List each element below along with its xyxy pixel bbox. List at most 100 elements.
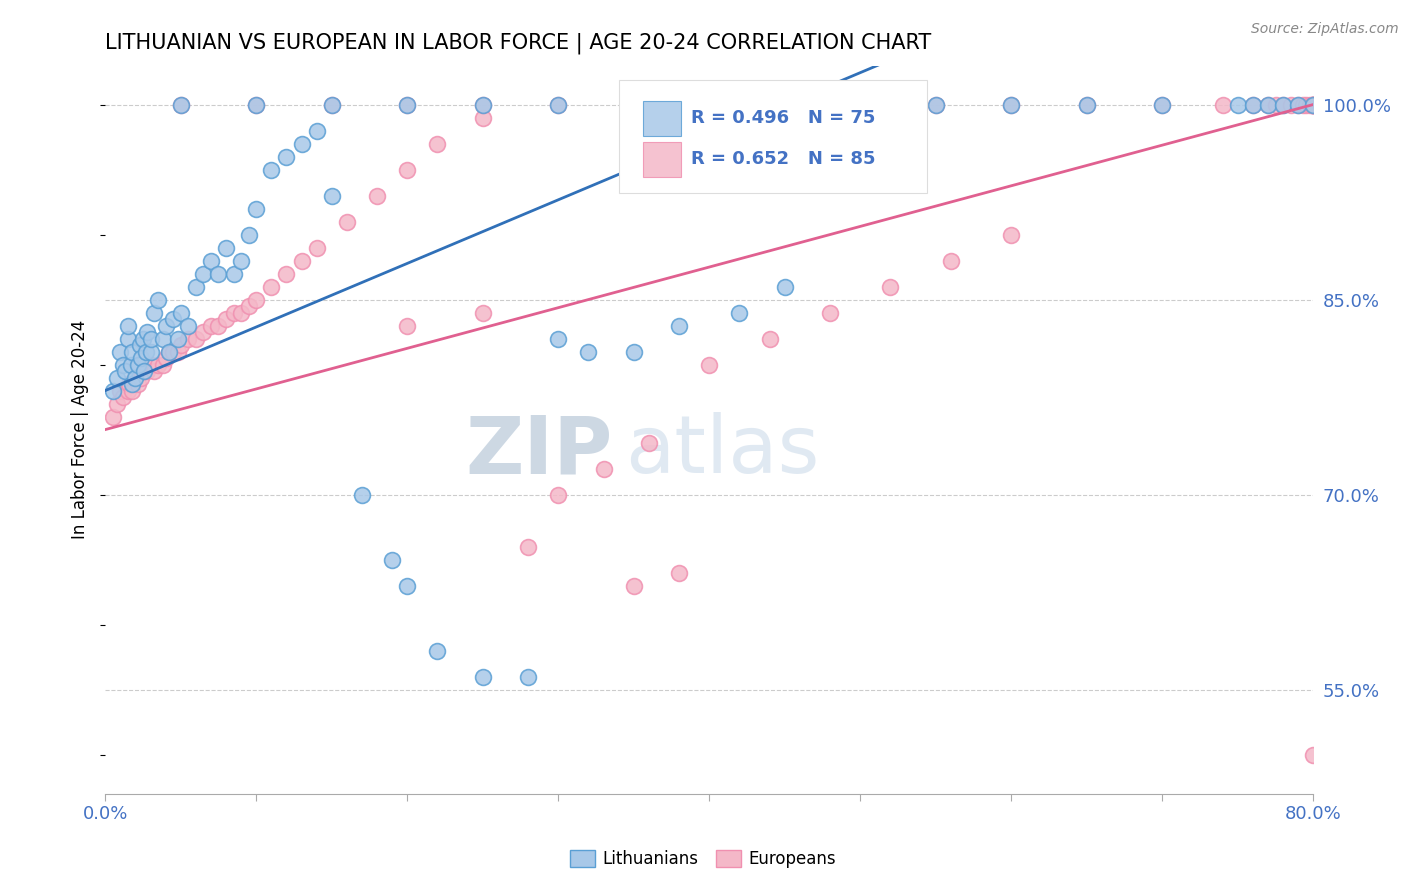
Point <box>229 253 252 268</box>
Point <box>426 643 449 657</box>
Point <box>1302 97 1324 112</box>
Point <box>879 279 901 293</box>
Point <box>139 358 162 372</box>
Point <box>177 318 200 333</box>
Point <box>134 364 156 378</box>
Point <box>215 241 238 255</box>
Point <box>517 540 540 554</box>
Point <box>222 305 245 319</box>
Point <box>396 318 419 333</box>
Point <box>260 162 283 177</box>
Point <box>162 312 184 326</box>
Point <box>396 162 419 177</box>
Point <box>1286 97 1309 112</box>
Point <box>157 344 180 359</box>
Point <box>623 97 645 112</box>
Point <box>366 188 388 202</box>
Point <box>207 318 229 333</box>
Point <box>547 97 569 112</box>
Point <box>124 370 146 384</box>
Point <box>135 344 157 359</box>
Point <box>1212 97 1234 112</box>
Point <box>120 358 142 372</box>
Point <box>101 409 124 424</box>
Point <box>215 312 238 326</box>
Text: Source: ZipAtlas.com: Source: ZipAtlas.com <box>1251 22 1399 37</box>
Point <box>1286 97 1309 112</box>
Point <box>139 332 162 346</box>
Point <box>773 279 796 293</box>
Point <box>260 279 283 293</box>
Point <box>184 332 207 346</box>
Point <box>623 579 645 593</box>
Point <box>1279 97 1302 112</box>
Point <box>321 97 343 112</box>
Point <box>471 305 494 319</box>
Point <box>114 364 136 378</box>
Point <box>321 188 343 202</box>
Point <box>471 97 494 112</box>
Point <box>1302 747 1324 762</box>
Point <box>1076 97 1098 112</box>
Legend: Lithuanians, Europeans: Lithuanians, Europeans <box>562 843 844 875</box>
Y-axis label: In Labor Force | Age 20-24: In Labor Force | Age 20-24 <box>72 320 89 540</box>
Point <box>517 670 540 684</box>
Text: atlas: atlas <box>624 412 820 491</box>
Point <box>321 97 343 112</box>
FancyBboxPatch shape <box>643 142 682 177</box>
Point <box>925 97 948 112</box>
Point <box>1000 97 1022 112</box>
Point <box>925 97 948 112</box>
Point <box>1302 97 1324 112</box>
Point <box>134 364 156 378</box>
Point <box>162 344 184 359</box>
Point <box>1302 97 1324 112</box>
Point <box>131 370 153 384</box>
Point <box>112 390 135 404</box>
Point <box>166 332 188 346</box>
Point <box>155 351 177 365</box>
Point <box>117 318 139 333</box>
Point <box>697 97 720 112</box>
Point <box>668 318 690 333</box>
Point <box>157 344 180 359</box>
Point <box>229 305 252 319</box>
Point <box>127 377 149 392</box>
FancyBboxPatch shape <box>619 80 927 193</box>
Point <box>547 332 569 346</box>
Point <box>146 293 169 307</box>
Point <box>350 487 373 501</box>
Point <box>1302 97 1324 112</box>
Point <box>166 344 188 359</box>
Point <box>117 384 139 398</box>
Point <box>396 579 419 593</box>
Point <box>276 267 298 281</box>
Point <box>290 136 312 151</box>
Point <box>728 305 751 319</box>
Point <box>1272 97 1295 112</box>
Point <box>124 370 146 384</box>
Point <box>136 325 159 339</box>
Point <box>1152 97 1174 112</box>
Point <box>1226 97 1249 112</box>
Point <box>152 358 174 372</box>
Point <box>849 97 872 112</box>
Text: LITHUANIAN VS EUROPEAN IN LABOR FORCE | AGE 20-24 CORRELATION CHART: LITHUANIAN VS EUROPEAN IN LABOR FORCE | … <box>105 33 931 54</box>
Point <box>471 670 494 684</box>
Point <box>193 325 215 339</box>
Point <box>245 202 267 216</box>
Point <box>121 384 143 398</box>
Point <box>623 344 645 359</box>
Point <box>1241 97 1264 112</box>
Point <box>110 384 132 398</box>
Point <box>131 351 153 365</box>
Point <box>1302 97 1324 112</box>
Point <box>1292 97 1315 112</box>
Point <box>697 358 720 372</box>
Point <box>818 305 841 319</box>
Point <box>1257 97 1279 112</box>
Point <box>129 338 152 352</box>
Point <box>245 97 267 112</box>
Point <box>207 267 229 281</box>
Point <box>547 97 569 112</box>
